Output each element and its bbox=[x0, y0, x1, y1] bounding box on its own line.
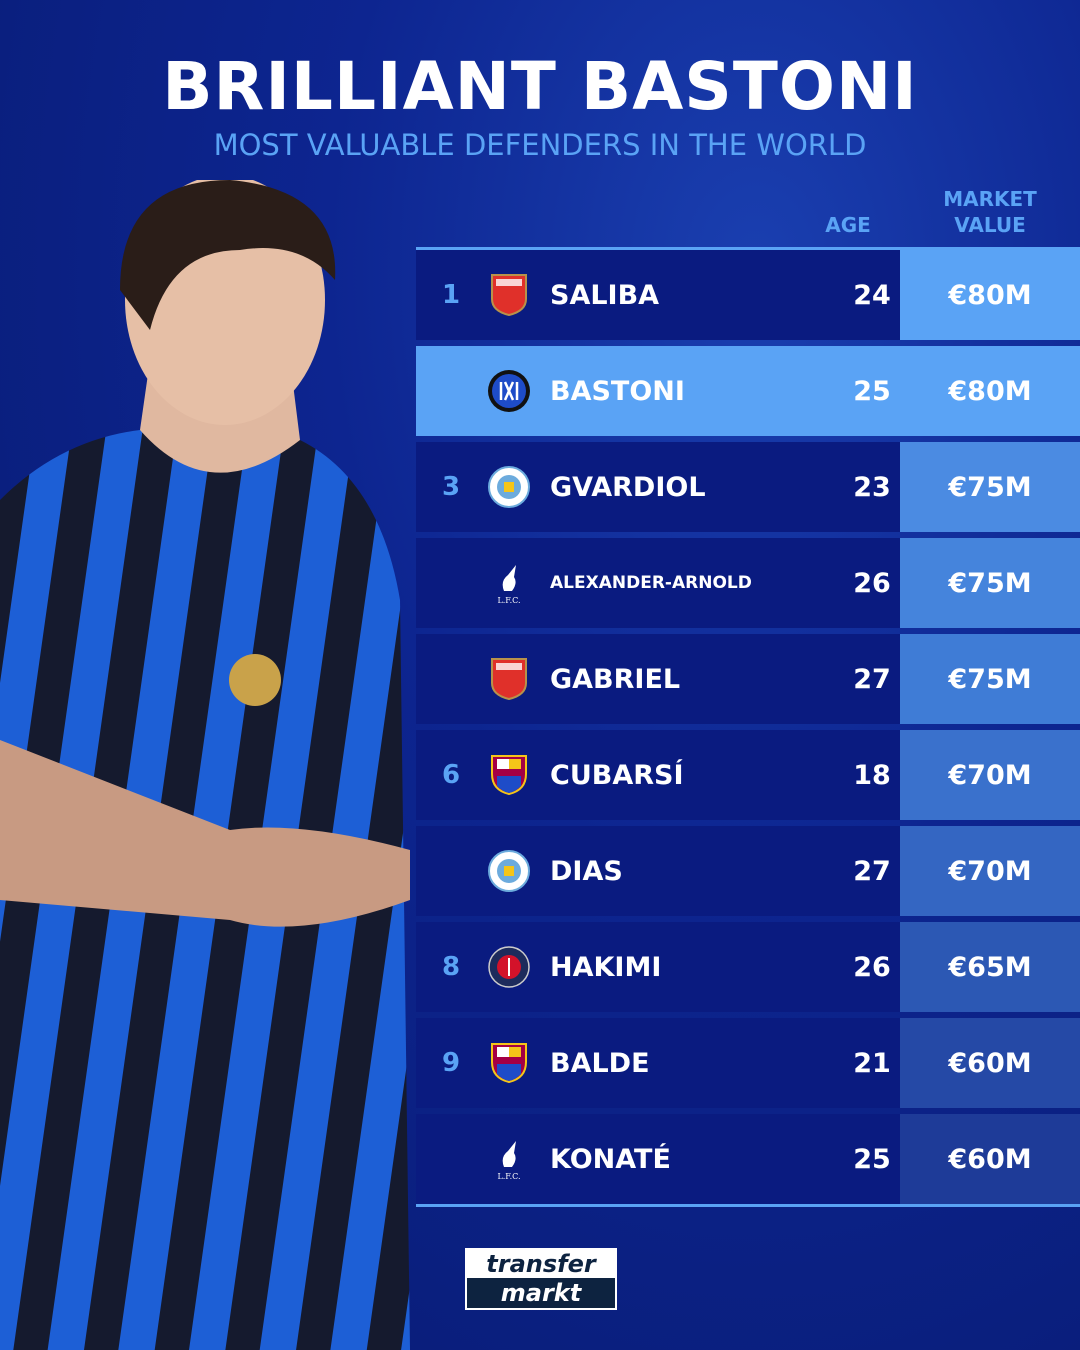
column-header-age: AGE bbox=[825, 213, 871, 237]
svg-text:L.F.C.: L.F.C. bbox=[497, 596, 520, 605]
player-name: DIAS bbox=[550, 855, 623, 887]
arsenal-crest-icon bbox=[486, 656, 532, 702]
table-row: L.F.C. ALEXANDER-ARNOLD 26 €75M bbox=[416, 538, 1080, 628]
man-city-crest-icon bbox=[486, 464, 532, 510]
player-age: 18 bbox=[853, 759, 891, 791]
market-value: €75M bbox=[900, 634, 1080, 724]
table-row: 1 SALIBA 24 €80M bbox=[416, 250, 1080, 340]
market-value: €70M bbox=[900, 730, 1080, 820]
player-age: 27 bbox=[853, 855, 891, 887]
rank: 8 bbox=[441, 952, 461, 982]
market-value: €65M bbox=[900, 922, 1080, 1012]
market-value: €60M bbox=[900, 1018, 1080, 1108]
table-row: L.F.C. KONATÉ 25 €60M bbox=[416, 1114, 1080, 1204]
market-value: €60M bbox=[900, 1114, 1080, 1204]
market-value: €70M bbox=[900, 826, 1080, 916]
market-value-label-2: VALUE bbox=[954, 213, 1026, 237]
player-name: GABRIEL bbox=[550, 663, 681, 695]
liverpool-crest-icon: L.F.C. bbox=[486, 560, 532, 606]
market-value: €80M bbox=[900, 346, 1080, 436]
player-photo bbox=[0, 180, 410, 1350]
player-age: 21 bbox=[853, 1047, 891, 1079]
defenders-table: 1 SALIBA 24 €80M BASTONI 25 €80M 3 GVARDI… bbox=[416, 247, 1080, 1207]
player-name: SALIBA bbox=[550, 279, 660, 311]
player-age: 23 bbox=[853, 471, 891, 503]
barcelona-crest-icon bbox=[486, 752, 532, 798]
table-row: 3 GVARDIOL 23 €75M bbox=[416, 442, 1080, 532]
player-name: BALDE bbox=[550, 1047, 650, 1079]
player-name: ALEXANDER-ARNOLD bbox=[550, 573, 752, 593]
market-value: €75M bbox=[900, 442, 1080, 532]
rank: 6 bbox=[441, 760, 461, 790]
table-row: BASTONI 25 €80M bbox=[416, 346, 1080, 436]
rank: 3 bbox=[441, 472, 461, 502]
table-row: DIAS 27 €70M bbox=[416, 826, 1080, 916]
market-value: €80M bbox=[900, 250, 1080, 340]
rank: 1 bbox=[441, 280, 461, 310]
player-age: 25 bbox=[853, 1143, 891, 1175]
table-row: 9 BALDE 21 €60M bbox=[416, 1018, 1080, 1108]
rank: 9 bbox=[441, 1048, 461, 1078]
table-row: 6 CUBARSÍ 18 €70M bbox=[416, 730, 1080, 820]
arsenal-crest-icon bbox=[486, 272, 532, 318]
player-name: CUBARSÍ bbox=[550, 759, 684, 791]
player-name: HAKIMI bbox=[550, 951, 662, 983]
psg-crest-icon bbox=[486, 944, 532, 990]
player-name: BASTONI bbox=[550, 375, 685, 407]
barcelona-crest-icon bbox=[486, 1040, 532, 1086]
player-age: 27 bbox=[853, 663, 891, 695]
player-name: GVARDIOL bbox=[550, 471, 706, 503]
market-value-label-1: MARKET bbox=[943, 187, 1037, 211]
man-city-crest-icon bbox=[486, 848, 532, 894]
column-header-market-value: MARKET VALUE bbox=[910, 186, 1070, 238]
transfermarkt-logo: transfer markt bbox=[465, 1248, 617, 1310]
logo-line-2: markt bbox=[500, 1279, 582, 1307]
player-age: 24 bbox=[853, 279, 891, 311]
logo-line-1: transfer bbox=[467, 1250, 615, 1278]
table-row: GABRIEL 27 €75M bbox=[416, 634, 1080, 724]
table-row: 8 HAKIMI 26 €65M bbox=[416, 922, 1080, 1012]
page-subtitle: MOST VALUABLE DEFENDERS IN THE WORLD bbox=[213, 128, 867, 162]
player-age: 26 bbox=[853, 951, 891, 983]
player-age: 25 bbox=[853, 375, 891, 407]
player-age: 26 bbox=[853, 567, 891, 599]
inter-crest-icon bbox=[486, 368, 532, 414]
svg-text:L.F.C.: L.F.C. bbox=[497, 1172, 520, 1181]
liverpool-crest-icon: L.F.C. bbox=[486, 1136, 532, 1182]
player-name: KONATÉ bbox=[550, 1143, 671, 1175]
market-value: €75M bbox=[900, 538, 1080, 628]
page-title: BRILLIANT BASTONI bbox=[162, 48, 918, 125]
